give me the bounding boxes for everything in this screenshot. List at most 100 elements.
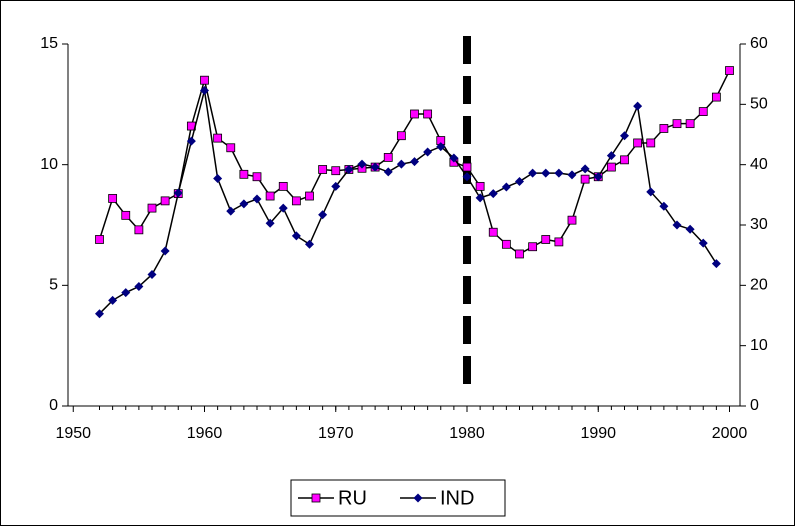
marker <box>685 119 695 129</box>
marker <box>423 109 433 119</box>
x-tick-label: 1980 <box>449 425 485 442</box>
x-tick-label: 2000 <box>712 425 748 442</box>
marker <box>200 75 209 85</box>
marker <box>108 194 118 203</box>
x-tick-label: 1960 <box>187 425 223 442</box>
marker <box>711 259 721 269</box>
marker <box>620 155 629 165</box>
marker <box>95 235 104 244</box>
x-tick-label: 1970 <box>318 425 354 442</box>
marker <box>370 162 380 172</box>
marker <box>620 131 629 141</box>
marker <box>475 181 485 191</box>
legend-marker <box>413 493 423 503</box>
y-tick-label: 5 <box>49 277 58 294</box>
marker <box>226 206 236 216</box>
y2-tick-label: 0 <box>750 397 759 414</box>
marker <box>331 181 341 191</box>
legend-label: RU <box>338 487 367 509</box>
marker <box>501 182 511 192</box>
marker <box>357 159 367 169</box>
marker <box>265 218 275 228</box>
marker <box>305 191 314 201</box>
marker <box>344 164 354 174</box>
marker <box>501 239 511 249</box>
marker <box>318 165 328 174</box>
marker <box>186 136 196 146</box>
marker <box>383 167 393 177</box>
marker <box>672 220 682 230</box>
marker <box>659 201 669 211</box>
marker <box>659 124 669 133</box>
marker <box>698 107 708 116</box>
marker <box>121 210 131 220</box>
marker <box>488 227 498 237</box>
y-tick-label: 10 <box>40 156 58 173</box>
marker <box>449 153 459 163</box>
marker <box>711 92 721 102</box>
marker <box>436 142 446 152</box>
y2-tick-label: 30 <box>750 216 768 233</box>
y2-tick-label: 40 <box>750 156 768 173</box>
marker <box>528 168 538 178</box>
marker <box>265 191 275 201</box>
marker <box>278 181 288 191</box>
marker <box>528 242 538 252</box>
marker <box>147 269 157 279</box>
marker <box>541 168 551 178</box>
marker <box>410 109 419 119</box>
legend-label: IND <box>440 487 474 509</box>
marker <box>725 66 734 75</box>
marker <box>291 196 301 206</box>
legend-marker <box>311 493 321 503</box>
marker <box>685 224 695 234</box>
marker <box>593 172 603 182</box>
marker <box>672 119 682 129</box>
marker <box>160 196 170 206</box>
marker <box>410 157 419 167</box>
x-tick-label: 1990 <box>580 425 616 442</box>
marker <box>291 231 301 241</box>
marker <box>646 187 656 197</box>
marker <box>160 246 170 256</box>
marker <box>423 147 433 157</box>
marker <box>331 166 341 176</box>
marker <box>633 138 643 148</box>
y2-tick-label: 10 <box>750 337 768 354</box>
marker <box>567 215 577 225</box>
marker <box>462 172 472 182</box>
marker <box>239 169 249 179</box>
y-tick-label: 15 <box>40 35 58 52</box>
marker <box>226 143 236 153</box>
marker <box>567 170 577 180</box>
marker <box>515 177 524 187</box>
marker <box>383 153 393 162</box>
marker <box>147 203 157 213</box>
marker <box>108 295 118 305</box>
marker <box>213 133 223 143</box>
marker <box>580 174 590 184</box>
y-tick-label: 0 <box>49 397 58 414</box>
marker <box>541 235 551 244</box>
series-line <box>98 90 718 315</box>
marker <box>173 188 183 198</box>
marker <box>305 239 314 249</box>
marker <box>580 164 590 174</box>
y2-tick-label: 20 <box>750 277 768 294</box>
marker <box>252 194 262 204</box>
marker <box>95 309 104 319</box>
marker <box>121 288 131 298</box>
marker <box>396 131 406 141</box>
marker <box>396 159 406 169</box>
y2-tick-label: 60 <box>750 35 768 52</box>
y2-tick-label: 50 <box>750 96 768 113</box>
marker <box>646 138 656 148</box>
x-tick-label: 1950 <box>55 425 91 442</box>
marker <box>134 282 144 292</box>
marker <box>462 162 472 172</box>
marker <box>488 189 498 199</box>
marker <box>606 162 616 172</box>
marker <box>278 203 288 213</box>
marker <box>475 193 485 203</box>
